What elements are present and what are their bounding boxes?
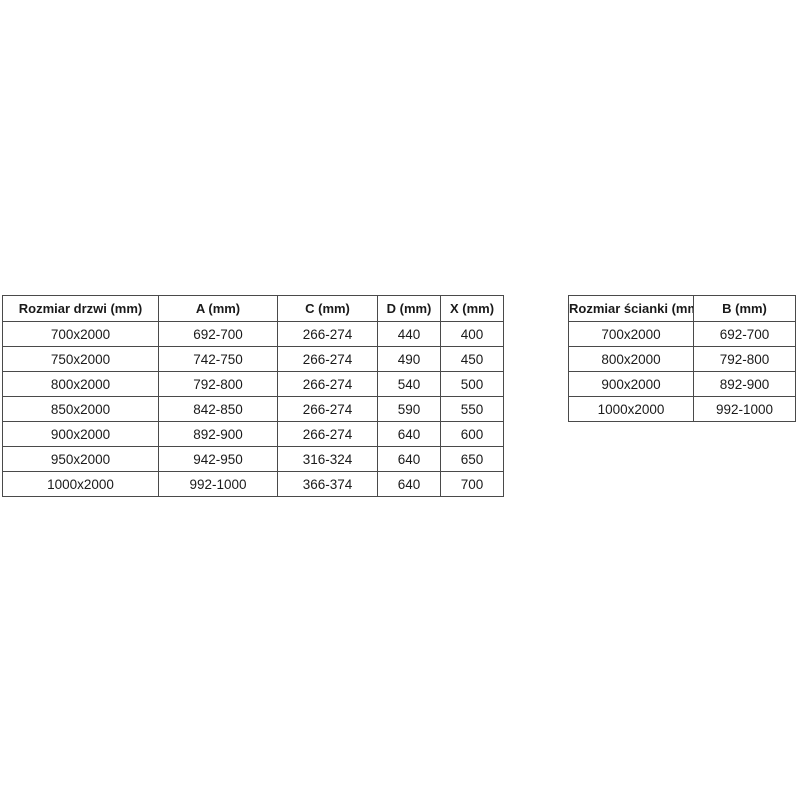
table-cell: 540 — [377, 371, 441, 397]
table-row: 800x2000 792-800 — [568, 346, 796, 372]
table-cell: 900x2000 — [568, 371, 694, 397]
table-cell: 850x2000 — [2, 396, 159, 422]
table-row: 750x2000 742-750 266-274 490 450 — [2, 346, 504, 372]
table-cell: 892-900 — [693, 371, 796, 397]
table-cell: 1000x2000 — [2, 471, 159, 497]
table-cell: 792-800 — [158, 371, 278, 397]
table-cell: 266-274 — [277, 396, 378, 422]
table-row: 800x2000 792-800 266-274 540 500 — [2, 371, 504, 397]
table-cell: 640 — [377, 471, 441, 497]
table-cell: 692-700 — [693, 321, 796, 347]
table-cell: 792-800 — [693, 346, 796, 372]
table-cell: 700x2000 — [568, 321, 694, 347]
wall-sizes-table: Rozmiar ścianki (mm) B (mm) 700x2000 692-70… — [568, 295, 796, 422]
column-header: B (mm) — [693, 295, 796, 322]
column-header: Rozmiar ścianki (mm) — [568, 295, 694, 322]
table-cell: 750x2000 — [2, 346, 159, 372]
table-cell: 692-700 — [158, 321, 278, 347]
table-row: 950x2000 942-950 316-324 640 650 — [2, 446, 504, 472]
table-cell: 992-1000 — [158, 471, 278, 497]
column-header: D (mm) — [377, 295, 441, 322]
table-cell: 892-900 — [158, 421, 278, 447]
table-row: 900x2000 892-900 266-274 640 600 — [2, 421, 504, 447]
table-cell: 440 — [377, 321, 441, 347]
column-header: Rozmiar drzwi (mm) — [2, 295, 159, 322]
column-header: C (mm) — [277, 295, 378, 322]
column-header: A (mm) — [158, 295, 278, 322]
table-row: 900x2000 892-900 — [568, 371, 796, 397]
table-cell: 992-1000 — [693, 396, 796, 422]
table-row: 1000x2000 992-1000 366-374 640 700 — [2, 471, 504, 497]
table-cell: 266-274 — [277, 421, 378, 447]
table-cell: 900x2000 — [2, 421, 159, 447]
table-cell: 650 — [440, 446, 504, 472]
table-row: 700x2000 692-700 266-274 440 400 — [2, 321, 504, 347]
table-cell: 490 — [377, 346, 441, 372]
table-cell: 1000x2000 — [568, 396, 694, 422]
table-row: 1000x2000 992-1000 — [568, 396, 796, 422]
table-cell: 800x2000 — [568, 346, 694, 372]
table-cell: 640 — [377, 446, 441, 472]
table-cell: 842-850 — [158, 396, 278, 422]
table-cell: 316-324 — [277, 446, 378, 472]
table-cell: 266-274 — [277, 321, 378, 347]
table-row: 700x2000 692-700 — [568, 321, 796, 347]
table-cell: 590 — [377, 396, 441, 422]
table-cell: 266-274 — [277, 371, 378, 397]
table-cell: 800x2000 — [2, 371, 159, 397]
column-header: X (mm) — [440, 295, 504, 322]
table-cell: 400 — [440, 321, 504, 347]
header-row: Rozmiar drzwi (mm) A (mm) C (mm) D (mm) X (m… — [2, 295, 504, 322]
table-cell: 266-274 — [277, 346, 378, 372]
table-cell: 500 — [440, 371, 504, 397]
table-cell: 942-950 — [158, 446, 278, 472]
table-cell: 700x2000 — [2, 321, 159, 347]
table-cell: 742-750 — [158, 346, 278, 372]
table-cell: 366-374 — [277, 471, 378, 497]
table-cell: 550 — [440, 396, 504, 422]
table-row: 850x2000 842-850 266-274 590 550 — [2, 396, 504, 422]
header-row: Rozmiar ścianki (mm) B (mm) — [568, 295, 796, 322]
door-sizes-table: Rozmiar drzwi (mm) A (mm) C (mm) D (mm) X (m… — [2, 295, 504, 497]
table-cell: 700 — [440, 471, 504, 497]
table-cell: 450 — [440, 346, 504, 372]
table-cell: 950x2000 — [2, 446, 159, 472]
table-cell: 600 — [440, 421, 504, 447]
table-cell: 640 — [377, 421, 441, 447]
